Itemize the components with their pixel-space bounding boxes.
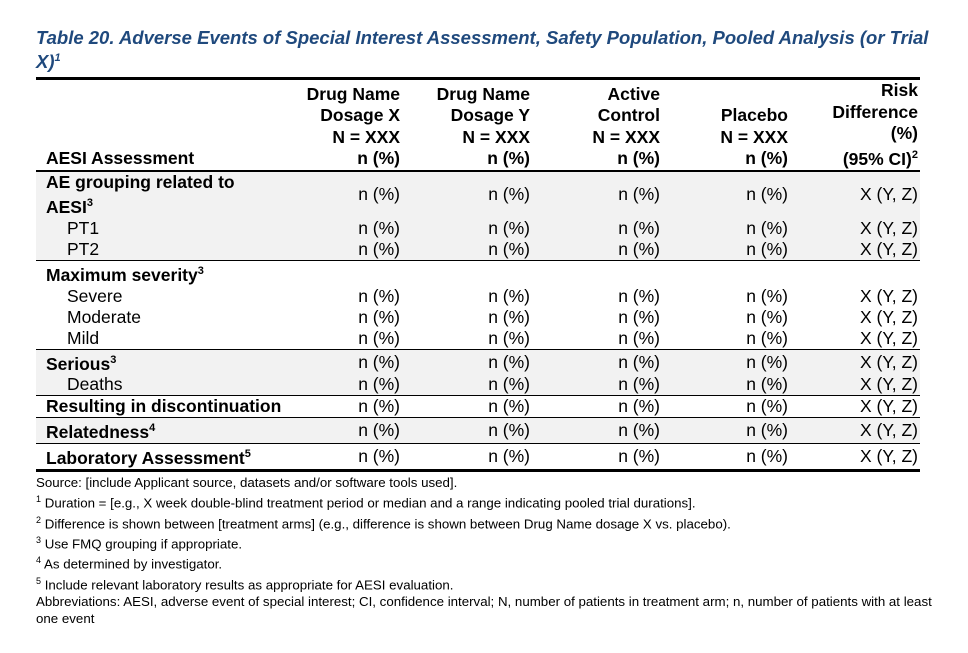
table-row: Deaths n (%) n (%) n (%) n (%) X (Y, Z) [36, 374, 920, 397]
table-container: Table 20. Adverse Events of Special Inte… [36, 27, 932, 627]
footnote-4: 4 As determined by investigator. [36, 555, 223, 572]
row-label: PT2 [36, 238, 284, 261]
table-cell: n (%) [662, 170, 790, 218]
table-cell: n (%) [402, 395, 532, 419]
table-cell: n (%) [532, 417, 662, 445]
table-cell: X (Y, Z) [790, 170, 920, 218]
table-cell: X (Y, Z) [790, 443, 920, 473]
table-row: AE grouping related to AESI3 n (%) n (%)… [36, 170, 920, 218]
table-cell: n (%) [488, 285, 530, 306]
table-cell: n (%) [358, 285, 400, 306]
header-aesi-assessment: AESI Assessment [46, 148, 195, 169]
table-cell: n (%) [662, 374, 790, 397]
table-cell: n (%) [402, 238, 532, 261]
table-cell: n (%) [284, 395, 402, 419]
table-row: Resulting in discontinuation n (%) n (%)… [36, 395, 920, 419]
table-cell: n (%) [402, 349, 532, 375]
table-cell: n (%) [532, 349, 662, 375]
table-row: Laboratory Assessment5 n (%) n (%) n (%)… [36, 443, 920, 473]
table-cell: X (Y, Z) [790, 327, 920, 350]
row-label: Resulting in discontinuation [36, 395, 284, 419]
table-row: Severe n (%) n (%) n (%) n (%) X (Y, Z) [36, 286, 920, 307]
row-label: PT1 [36, 217, 284, 239]
table-cell: n (%) [532, 327, 662, 350]
table-cell: n (%) [284, 417, 402, 445]
table-row: Serious3 n (%) n (%) n (%) n (%) X (Y, Z… [36, 349, 920, 375]
row-label: Deaths [36, 374, 284, 397]
table-cell: X (Y, Z) [790, 417, 920, 445]
row-label: Relatedness4 [36, 417, 284, 445]
row-label: Maximum severity3 [46, 264, 204, 285]
footnote-abbreviations: Abbreviations: AESI, adverse event of sp… [36, 594, 932, 627]
header-placebo: Placebo N = XXX n (%) [720, 105, 788, 169]
table-cell: n (%) [618, 285, 660, 306]
table-cell: n (%) [358, 306, 400, 327]
table-row: PT1 n (%) n (%) n (%) n (%) X (Y, Z) [36, 217, 920, 239]
table-cell: n (%) [532, 170, 662, 218]
table-cell: n (%) [402, 327, 532, 350]
table-cell: X (Y, Z) [859, 306, 918, 327]
table-cell: n (%) [662, 395, 790, 419]
table-row: Moderate n (%) n (%) n (%) n (%) X (Y, Z… [36, 307, 920, 328]
table-cell: n (%) [402, 374, 532, 397]
footnote-1: 1 Duration = [e.g., X week double-blind … [36, 494, 696, 511]
header-risk-difference: Risk Difference (%) (95% CI)2 [832, 80, 918, 169]
table-cell: n (%) [746, 306, 788, 327]
row-label: Mild [36, 327, 284, 350]
table-row: Maximum severity3 [36, 260, 920, 285]
title-footnote-ref: 1 [54, 52, 61, 64]
table-cell: n (%) [532, 238, 662, 261]
table-cell: n (%) [284, 217, 402, 239]
table-cell: n (%) [532, 443, 662, 473]
table-cell: n (%) [662, 417, 790, 445]
footnote-source: Source: [include Applicant source, datas… [36, 475, 458, 491]
table-cell: n (%) [402, 443, 532, 473]
footnote-5: 5 Include relevant laboratory results as… [36, 575, 454, 593]
table-cell: n (%) [662, 349, 790, 375]
table-cell: X (Y, Z) [790, 349, 920, 375]
table-cell: n (%) [284, 238, 402, 261]
table-cell: n (%) [662, 327, 790, 350]
table-title: Table 20. Adverse Events of Special Inte… [36, 27, 929, 73]
footnote-2: 2 Difference is shown between [treatment… [36, 514, 731, 531]
table-cell: X (Y, Z) [790, 238, 920, 261]
table-cell: n (%) [532, 374, 662, 397]
table-cell: n (%) [618, 306, 660, 327]
table-cell: n (%) [746, 285, 788, 306]
table-cell: n (%) [532, 395, 662, 419]
row-label: AE grouping related to AESI3 [36, 170, 284, 218]
table-cell: X (Y, Z) [790, 374, 920, 397]
table-cell: n (%) [662, 238, 790, 261]
table-cell: n (%) [402, 417, 532, 445]
table-cell: n (%) [284, 443, 402, 473]
footnote-3: 3 Use FMQ grouping if appropriate. [36, 534, 243, 552]
table-footnotes: Source: [include Applicant source, datas… [36, 474, 932, 627]
table-cell: n (%) [284, 349, 402, 375]
table-row: Relatedness4 n (%) n (%) n (%) n (%) X (… [36, 417, 920, 445]
table-row: PT2 n (%) n (%) n (%) n (%) X (Y, Z) [36, 238, 920, 261]
table-cell: n (%) [662, 217, 790, 239]
table-cell: n (%) [402, 170, 532, 218]
table-cell: X (Y, Z) [859, 285, 918, 306]
table-cell: n (%) [284, 170, 402, 218]
row-label: Severe [67, 285, 123, 306]
table-cell: n (%) [284, 374, 402, 397]
row-label: Laboratory Assessment5 [36, 443, 284, 473]
row-label: Serious3 [36, 349, 284, 375]
table-cell: n (%) [488, 306, 530, 327]
table-cell: n (%) [284, 327, 402, 350]
table-cell: n (%) [532, 217, 662, 239]
table-cell: n (%) [402, 217, 532, 239]
header-active-control: Active Control N = XXX n (%) [592, 83, 660, 169]
row-label: Moderate [67, 306, 141, 327]
table-cell: n (%) [662, 443, 790, 473]
table-cell: X (Y, Z) [790, 217, 920, 239]
table-cell: X (Y, Z) [790, 395, 920, 419]
table-row: Mild n (%) n (%) n (%) n (%) X (Y, Z) [36, 327, 920, 350]
